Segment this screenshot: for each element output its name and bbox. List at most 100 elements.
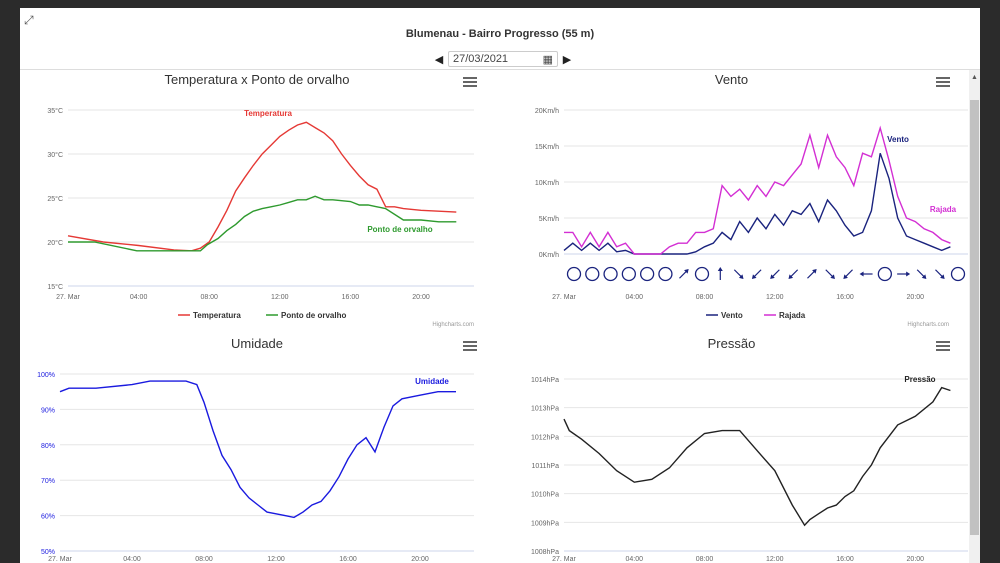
chart-panel-pressure: Pressão 1008hPa 1009hPa 1010hPa 1011hPa 1012…: [494, 334, 969, 563]
legend-label: Temperatura: [193, 311, 241, 320]
y-tick-label: 1008hPa: [531, 549, 559, 556]
wind-direction-arrow: [770, 269, 780, 279]
annotation-label: Umidade: [415, 377, 449, 386]
x-tick-label: 20:00: [412, 294, 430, 301]
wind-direction-arrow: [679, 269, 689, 279]
wind-direction-arrow: [916, 269, 927, 279]
x-tick-label: 08:00: [696, 294, 714, 301]
y-tick-label: 100%: [37, 372, 55, 379]
chart-title: Umidade: [230, 336, 284, 351]
wind-calm-marker: [694, 266, 710, 282]
x-tick-label: 12:00: [271, 294, 289, 301]
y-tick-label: 1014hPa: [531, 377, 559, 384]
chart-humidity: 50% 60% 70% 80% 90% 100% 27. Mar 04:00 08:00 12:0…: [37, 372, 474, 563]
wind-direction-arrow: [733, 269, 744, 279]
x-tick-label: 16:00: [342, 294, 360, 301]
chart-menu-icon[interactable]: [463, 341, 477, 351]
date-navigator: ◀ 27/03/2021 ▦ ▶: [434, 50, 572, 68]
wind-direction-arrow: [717, 267, 723, 280]
legend-label: Rajada: [779, 311, 806, 320]
wind-direction-arrow: [788, 269, 799, 279]
chart-pressure: 1008hPa 1009hPa 1010hPa 1011hPa 1012hPa 1013h…: [531, 375, 968, 563]
wind-direction-arrow: [751, 269, 762, 279]
divider: [20, 69, 980, 70]
x-tick-label: 12:00: [766, 294, 784, 301]
annotation-label: Pressão: [904, 375, 935, 384]
x-tick-label: 27. Mar: [56, 294, 80, 301]
scrollbar-thumb[interactable]: [970, 100, 979, 535]
x-tick-label: 04:00: [123, 556, 141, 563]
y-tick-label: 5Km/h: [539, 216, 559, 223]
x-tick-label: 08:00: [200, 294, 218, 301]
highcharts-credit[interactable]: Highcharts.com: [907, 322, 949, 328]
wind-direction-arrow: [825, 269, 835, 279]
series-line-temperatura: [67, 121, 457, 252]
date-input[interactable]: 27/03/2021 ▦: [448, 51, 558, 67]
chart-menu-icon[interactable]: [463, 77, 477, 87]
y-tick-label: 15Km/h: [535, 144, 559, 151]
wind-calm-marker: [621, 266, 637, 282]
wind-calm-marker: [950, 266, 966, 282]
y-tick-label: 80%: [41, 443, 55, 450]
y-tick-label: 0Km/h: [539, 252, 559, 259]
annotation-label: Temperatura: [244, 109, 292, 118]
wind-calm-marker: [566, 266, 582, 282]
legend-label: Ponto de orvalho: [281, 311, 346, 320]
y-tick-label: 90%: [41, 407, 55, 414]
chart-title: Vento: [714, 72, 749, 87]
annotation-label: Vento: [887, 135, 909, 144]
x-tick-label: 20:00: [411, 556, 429, 563]
next-day-button[interactable]: ▶: [562, 53, 572, 66]
chart-wind: 0Km/h 5Km/h 10Km/h 15Km/h 20Km/h 27. Mar 04:00…: [535, 108, 968, 320]
wind-calm-marker: [603, 266, 618, 282]
wind-direction-arrow: [859, 271, 873, 277]
page-title: Blumenau - Bairro Progresso (55 m): [405, 28, 595, 40]
x-tick-label: 12:00: [766, 556, 784, 563]
chart-menu-icon[interactable]: [936, 341, 950, 351]
series-line-pressão: [563, 386, 951, 527]
y-tick-label: 1013hPa: [531, 406, 559, 413]
expand-icon[interactable]: ⤢: [24, 13, 34, 27]
y-tick-label: 15°C: [47, 283, 63, 291]
chart-panel-temperature: Temperatura x Ponto de orvalho 15°C 20°C 2…: [20, 70, 494, 332]
scrollbar[interactable]: ▲: [969, 70, 980, 563]
highcharts-credit[interactable]: Highcharts.com: [432, 322, 474, 328]
y-tick-label: 1011hPa: [531, 463, 559, 470]
wind-calm-marker: [639, 266, 655, 282]
x-tick-label: 16:00: [836, 294, 854, 301]
x-tick-label: 04:00: [625, 556, 643, 563]
wind-calm-marker: [877, 266, 893, 282]
scroll-up-icon[interactable]: ▲: [971, 74, 978, 81]
y-tick-label: 20Km/h: [535, 108, 559, 115]
x-tick-label: 27. Mar: [48, 556, 72, 563]
wind-calm-marker: [585, 266, 600, 282]
wind-direction-arrow: [897, 271, 911, 277]
x-tick-label: 20:00: [907, 556, 925, 563]
wind-direction-arrow: [807, 269, 817, 279]
chart-menu-icon[interactable]: [936, 77, 950, 87]
x-tick-label: 04:00: [130, 294, 148, 301]
y-tick-label: 60%: [41, 514, 55, 521]
y-tick-label: 70%: [41, 478, 55, 485]
y-tick-label: 10Km/h: [535, 180, 559, 187]
y-tick-label: 1009hPa: [531, 520, 559, 527]
prev-day-button[interactable]: ◀: [434, 53, 444, 66]
chart-temperature: 15°C 20°C 25°C 30°C 35°C 27. Mar 04:00 08:00 12:…: [47, 107, 474, 320]
x-tick-label: 27. Mar: [552, 556, 576, 563]
calendar-icon[interactable]: ▦: [542, 53, 553, 66]
annotation-label: Ponto de orvalho: [367, 225, 432, 234]
x-tick-label: 04:00: [625, 294, 643, 301]
legend-label: Vento: [721, 311, 743, 320]
x-tick-label: 08:00: [696, 556, 714, 563]
y-tick-label: 20°C: [47, 239, 63, 247]
wind-direction-arrow: [843, 269, 853, 279]
chart-title: Temperatura x Ponto de orvalho: [164, 72, 350, 87]
series-line-umidade: [59, 380, 456, 519]
date-value: 27/03/2021: [453, 53, 509, 65]
annotation-label: Rajada: [930, 205, 957, 214]
x-tick-label: 12:00: [267, 556, 285, 563]
y-tick-label: 1012hPa: [531, 434, 559, 441]
y-tick-label: 30°C: [47, 151, 63, 159]
chart-title: Pressão: [707, 336, 756, 351]
y-tick-label: 1010hPa: [531, 492, 559, 499]
